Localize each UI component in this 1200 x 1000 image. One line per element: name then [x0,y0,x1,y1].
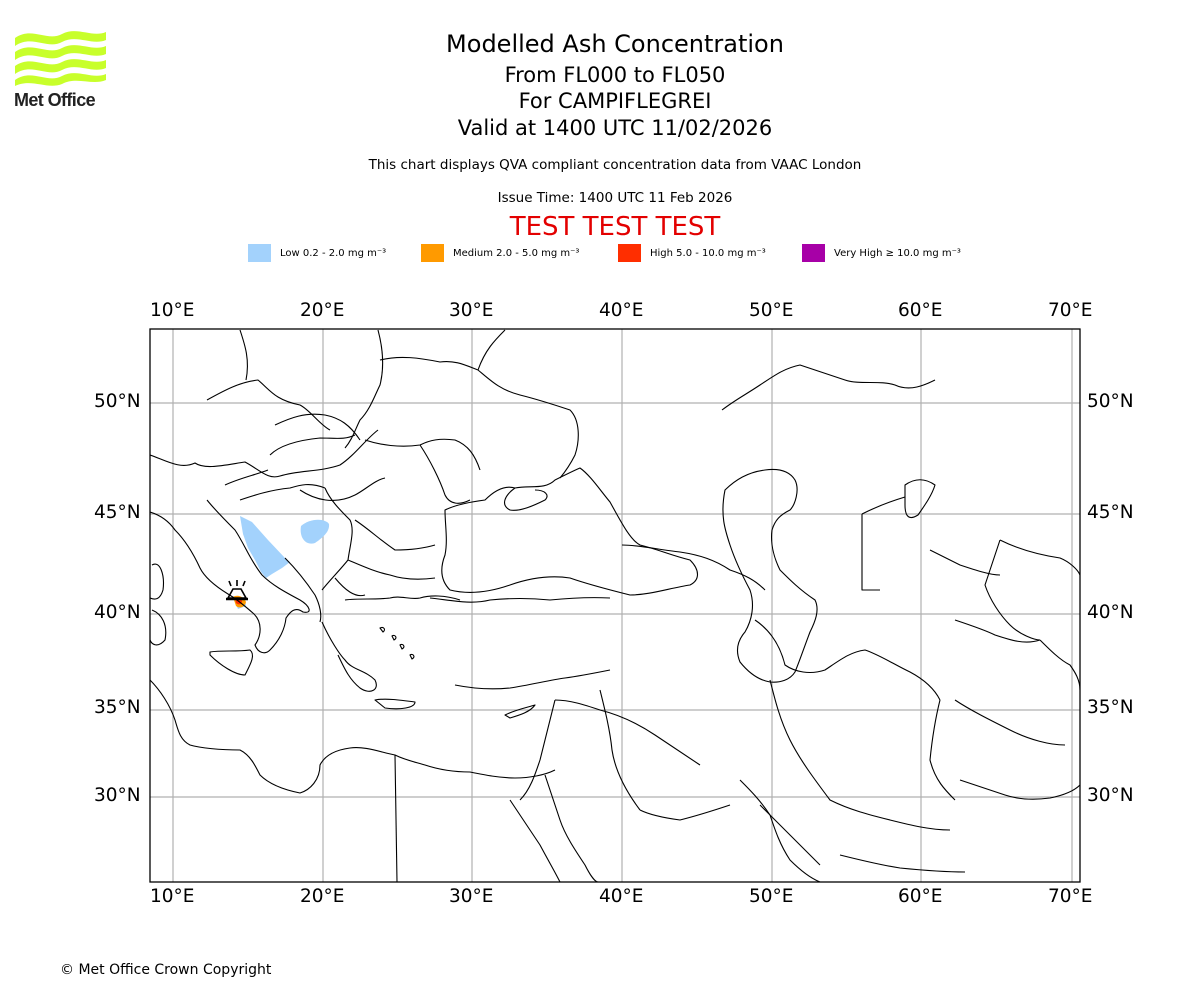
lon-label-bottom: 40°E [599,886,644,907]
lon-label-top: 60°E [898,300,943,321]
coastlines [150,329,1080,882]
lon-label-bottom: 50°E [749,886,794,907]
volcano-icon [226,580,248,601]
map-frame [149,328,1081,883]
lat-label-right: 45°N [1087,502,1134,523]
lat-label-right: 50°N [1087,391,1134,412]
legend-label: Medium 2.0 - 5.0 mg m⁻³ [453,247,580,259]
lon-label-top: 20°E [300,300,345,321]
lat-label-right: 40°N [1087,602,1134,623]
legend-item-high: High 5.0 - 10.0 mg m⁻³ [618,244,766,262]
legend-item-medium: Medium 2.0 - 5.0 mg m⁻³ [421,244,579,262]
legend-item-low: Low 0.2 - 2.0 mg m⁻³ [248,244,386,262]
chart-title: Modelled Ash Concentration [446,30,784,58]
legend-item-very-high: Very High ≥ 10.0 mg m⁻³ [802,244,961,262]
test-banner: TEST TEST TEST [509,212,721,242]
issue-time: Issue Time: 1400 UTC 11 Feb 2026 [497,190,733,206]
lon-label-bottom: 20°E [300,886,345,907]
low-swatch-icon [248,244,271,262]
legend-label: Low 0.2 - 2.0 mg m⁻³ [280,247,387,259]
lon-label-top: 10°E [150,300,195,321]
lat-label-left: 45°N [94,502,141,523]
met-office-logo-icon [15,31,106,86]
very-high-swatch-icon [802,244,825,262]
lat-label-left: 40°N [94,602,141,623]
lon-label-top: 70°E [1048,300,1093,321]
lon-label-top: 50°E [749,300,794,321]
valid-time: Valid at 1400 UTC 11/02/2026 [457,116,773,140]
flight-levels: From FL000 to FL050 [504,63,726,87]
lat-label-right: 35°N [1087,697,1134,718]
lat-label-left: 50°N [94,391,141,412]
lat-label-left: 35°N [94,697,141,718]
graticule [150,329,1080,882]
volcano-name: For CAMPIFLEGREI [518,89,712,113]
lon-label-top: 30°E [449,300,494,321]
description: This chart displays QVA compliant concen… [368,157,862,173]
lat-label-right: 30°N [1087,785,1134,806]
lon-label-bottom: 60°E [898,886,943,907]
lon-label-bottom: 10°E [150,886,195,907]
logo-text: Met Office [14,90,96,110]
medium-swatch-icon [421,244,444,262]
legend-label: Very High ≥ 10.0 mg m⁻³ [834,247,961,259]
lon-label-bottom: 70°E [1048,886,1093,907]
high-swatch-icon [618,244,641,262]
legend-label: High 5.0 - 10.0 mg m⁻³ [650,247,766,259]
copyright: © Met Office Crown Copyright [60,962,272,978]
lon-label-bottom: 30°E [449,886,494,907]
lon-label-top: 40°E [599,300,644,321]
lat-label-left: 30°N [94,785,141,806]
